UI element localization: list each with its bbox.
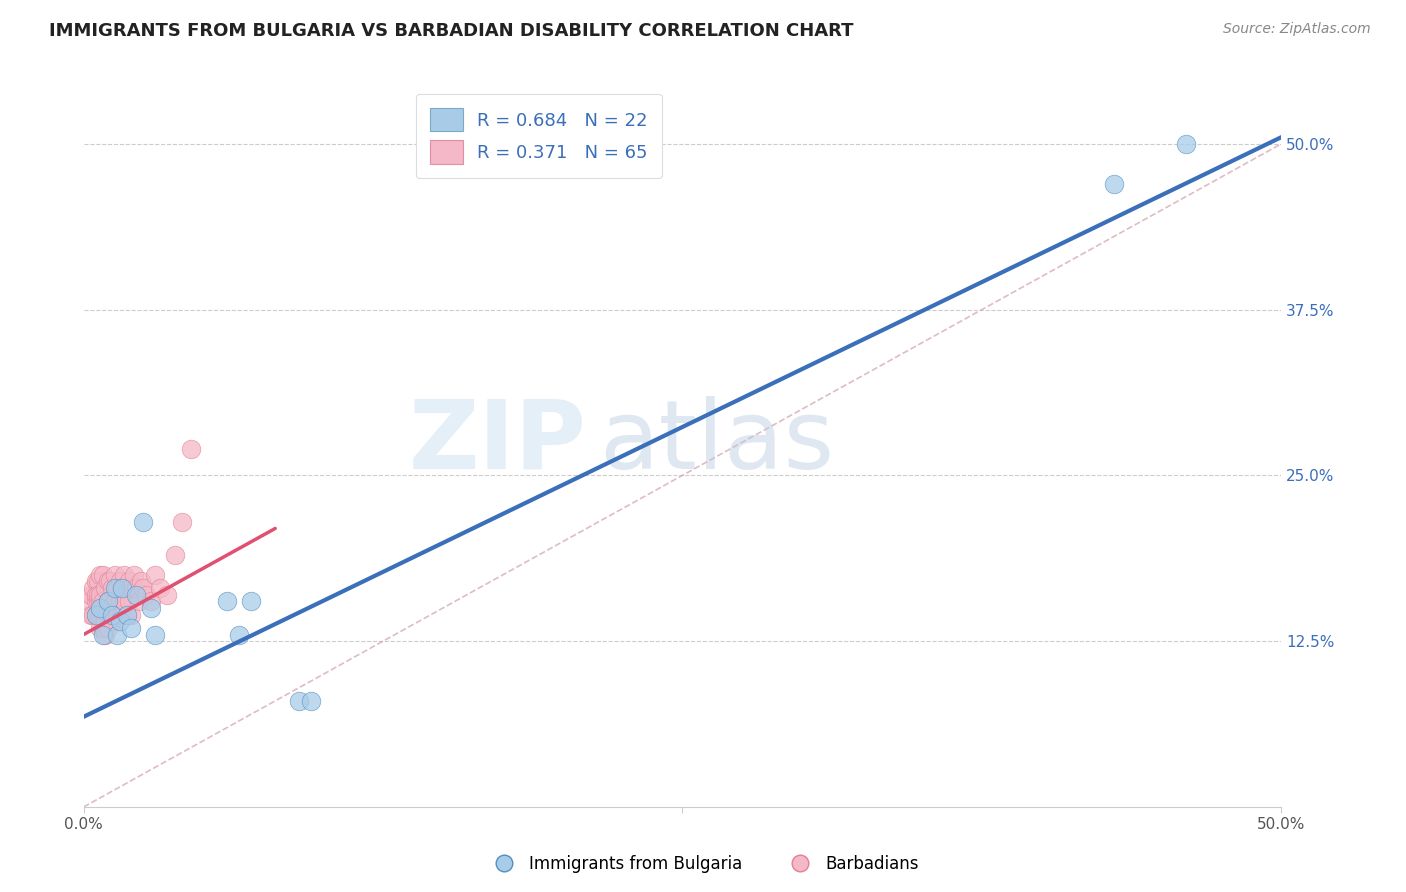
Point [84,588,107,602]
Point [96,594,118,608]
Point [139,594,162,608]
Text: atlas: atlas [599,396,834,489]
Point [122,567,145,582]
Point [121,607,143,622]
Point [96,574,118,589]
Point [104,567,127,582]
Point [115,607,138,622]
Legend: Immigrants from Bulgaria, Barbadians: Immigrants from Bulgaria, Barbadians [481,848,925,880]
Point [1174,136,1197,151]
Point [77,594,100,608]
Point [139,601,162,615]
Point [118,574,141,589]
Point [91,627,114,641]
Point [89,601,111,615]
Point [94,615,117,629]
Point [217,594,239,608]
Point [145,567,167,582]
Point [104,594,127,608]
Point [96,607,118,622]
Point [105,607,128,622]
Text: IMMIGRANTS FROM BULGARIA VS BARBADIAN DISABILITY CORRELATION CHART: IMMIGRANTS FROM BULGARIA VS BARBADIAN DI… [49,22,853,40]
Point [80,607,103,622]
Text: Source: ZipAtlas.com: Source: ZipAtlas.com [1223,22,1371,37]
Point [132,515,155,529]
Point [96,594,118,608]
Point [170,515,193,529]
Point [118,594,141,608]
Point [96,621,118,635]
Point [89,567,111,582]
Point [91,567,114,582]
Legend: R = 0.684   N = 22, R = 0.371   N = 65: R = 0.684 N = 22, R = 0.371 N = 65 [416,94,662,178]
Point [91,621,114,635]
Point [163,548,186,562]
Point [112,567,135,582]
Point [91,594,114,608]
Point [82,607,104,622]
Point [101,615,124,629]
Point [84,607,107,622]
Point [91,607,114,622]
Point [108,574,131,589]
Point [115,581,138,595]
Point [115,607,138,622]
Point [111,581,134,595]
Point [128,594,150,608]
Point [228,627,250,641]
Point [89,607,111,622]
Point [89,621,111,635]
Point [105,627,128,641]
Point [101,581,124,595]
Point [94,581,117,595]
Point [98,607,121,622]
Point [98,594,121,608]
Point [80,588,103,602]
Point [299,694,322,708]
Point [135,588,157,602]
Point [111,581,134,595]
Point [180,442,202,456]
Point [89,588,111,602]
Point [84,574,107,589]
Point [104,581,127,595]
Point [94,601,117,615]
Point [94,627,117,641]
Point [108,594,131,608]
Point [112,594,135,608]
Point [149,581,172,595]
Point [89,594,111,608]
Point [1102,177,1125,191]
Point [121,621,143,635]
Point [132,581,155,595]
Point [156,588,179,602]
Point [87,594,110,608]
Point [84,607,107,622]
Point [87,588,110,602]
Text: ZIP: ZIP [409,396,586,489]
Point [129,574,152,589]
Point [105,581,128,595]
Point [84,594,107,608]
Point [87,574,110,589]
Point [125,588,148,602]
Point [145,627,167,641]
Point [125,581,148,595]
Point [288,694,311,708]
Point [87,607,110,622]
Point [98,574,121,589]
Point [82,581,104,595]
Point [121,581,143,595]
Point [101,601,124,615]
Point [101,607,124,622]
Point [111,607,134,622]
Point [240,594,263,608]
Point [108,615,131,629]
